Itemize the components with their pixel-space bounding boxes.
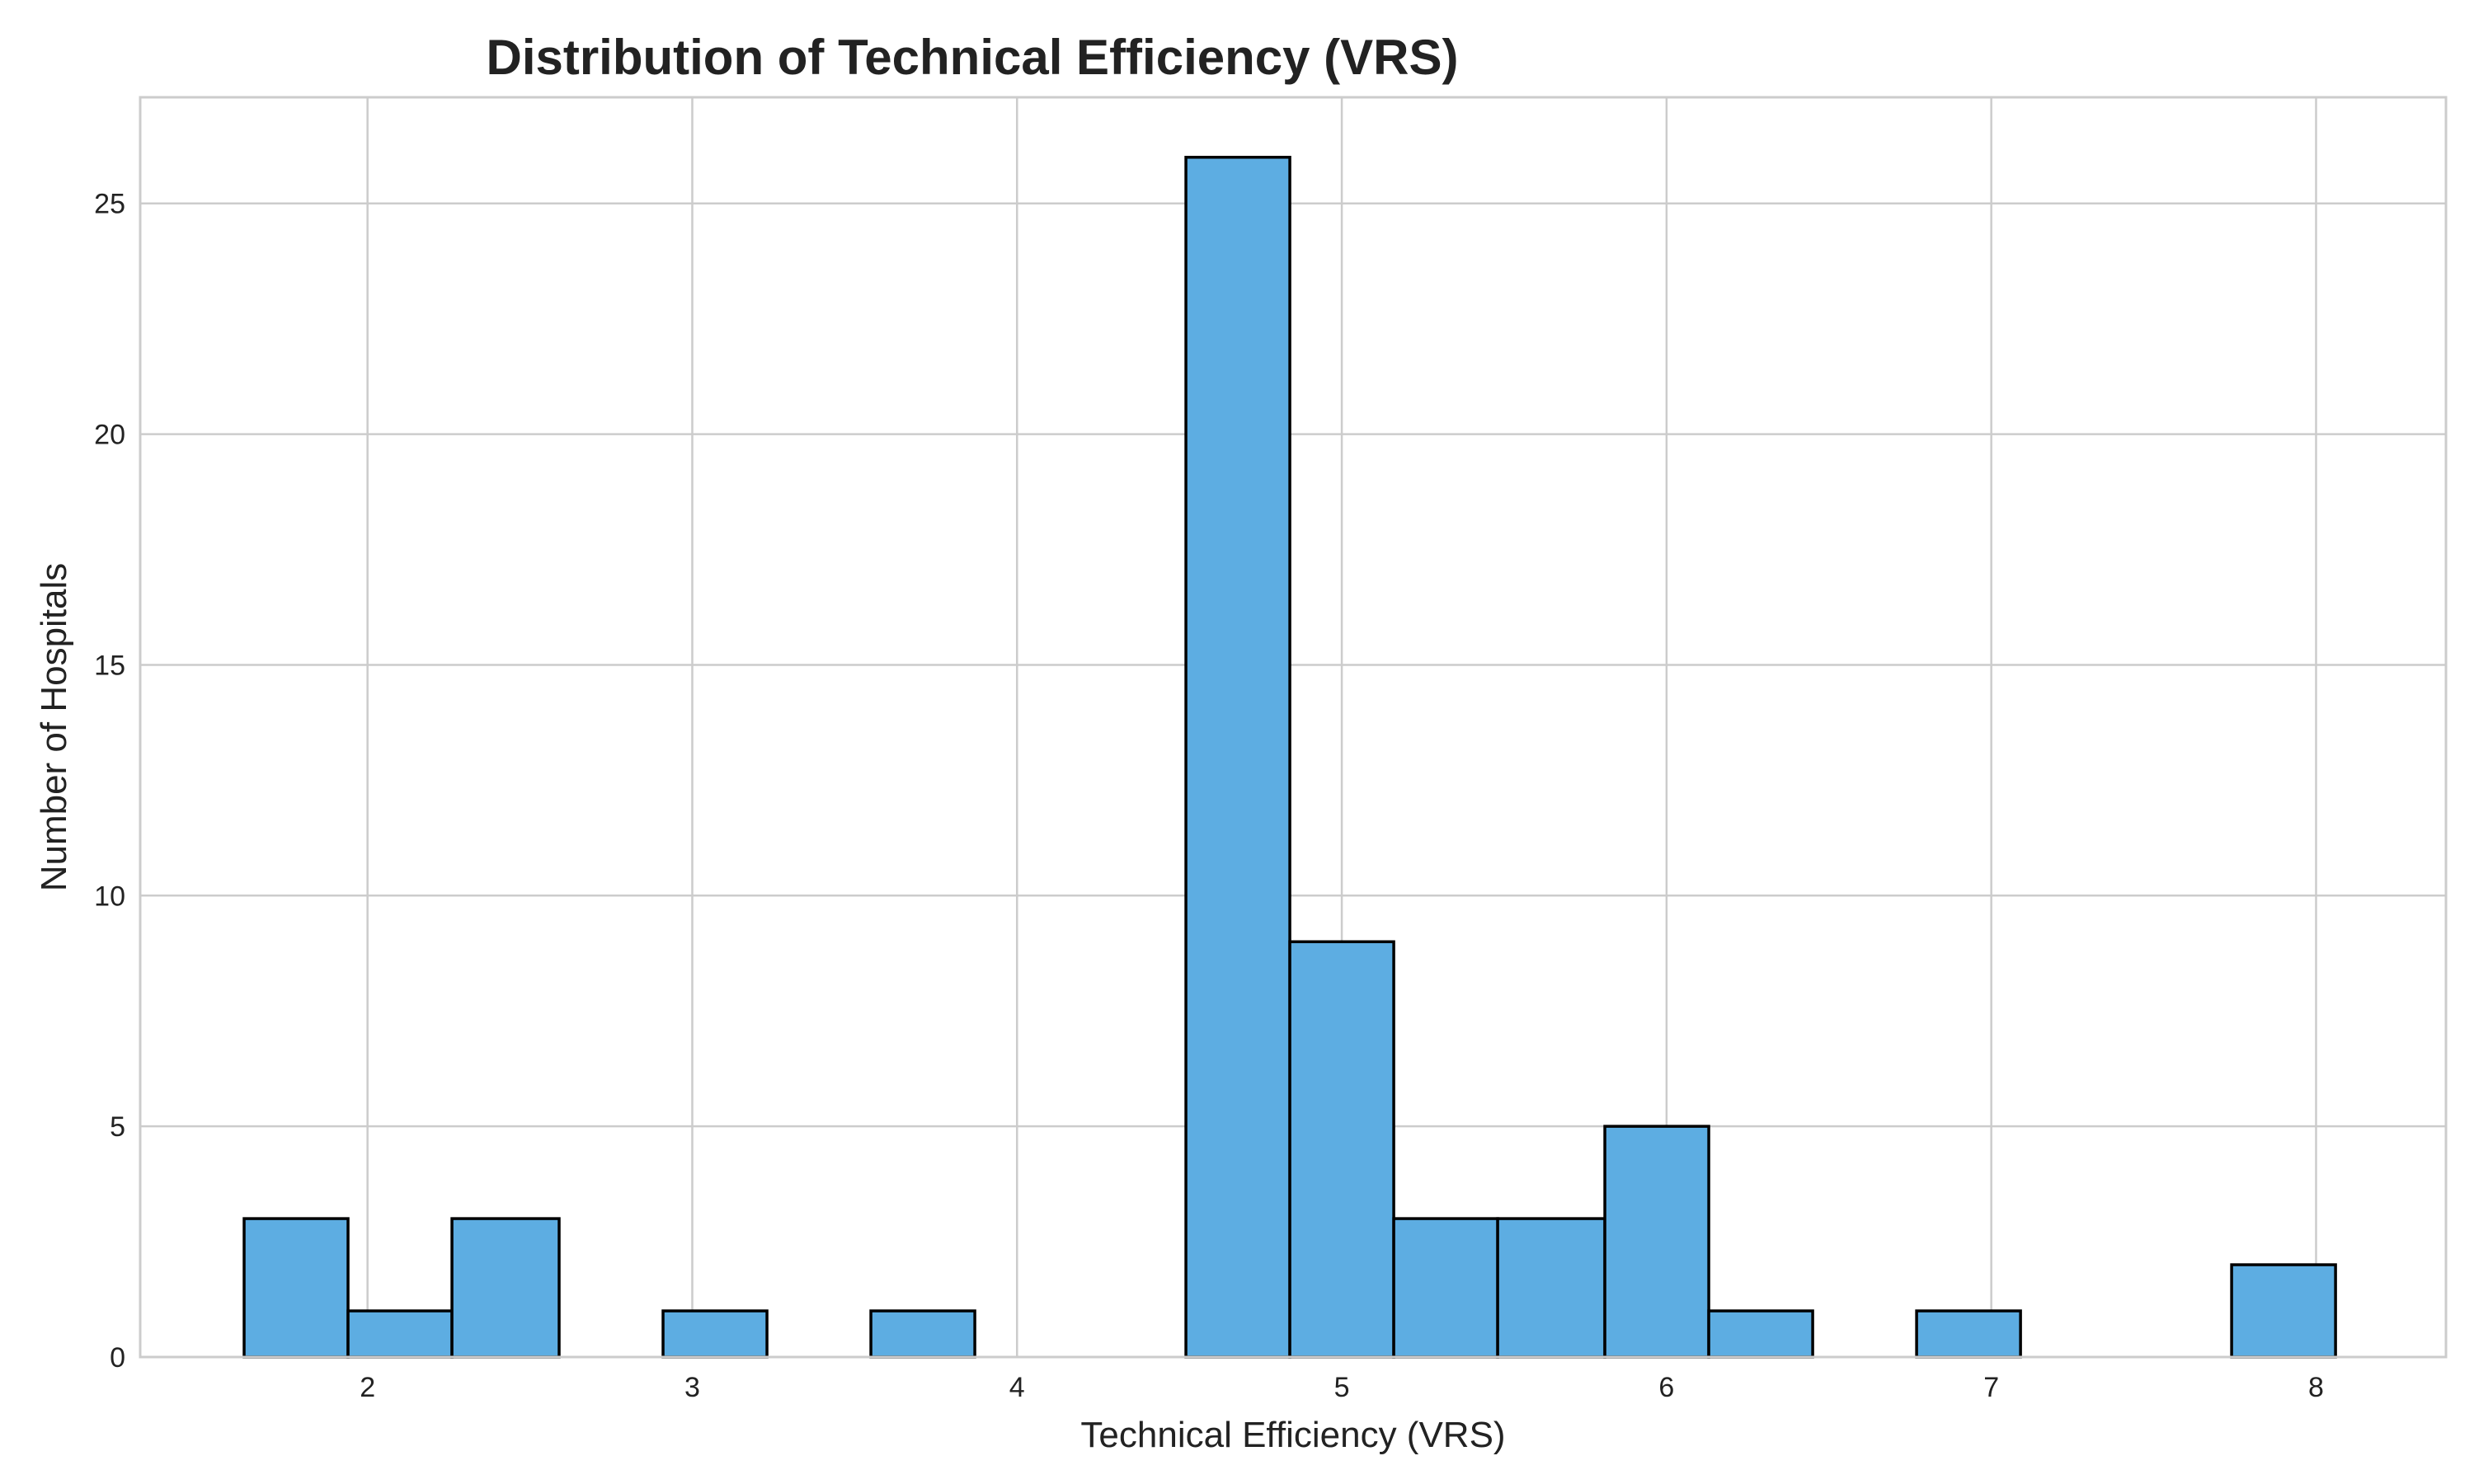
- x-tick-label: 3: [684, 1372, 700, 1403]
- x-tick-label: 4: [1009, 1372, 1025, 1403]
- histogram-bar: [450, 1217, 561, 1359]
- histogram-bar: [242, 1217, 350, 1359]
- histogram-bar: [2230, 1263, 2337, 1359]
- x-tick-label: 6: [1658, 1372, 1674, 1403]
- x-tick-label: 7: [1983, 1372, 1999, 1403]
- y-tick-label: 5: [110, 1111, 125, 1143]
- x-tick-label: 2: [360, 1372, 375, 1403]
- y-tick-label: 15: [94, 650, 125, 681]
- plot-frame: [139, 96, 2448, 1359]
- x-tick-labels: 2 3 4 5 6 7 8: [360, 1372, 2324, 1403]
- y-tick-labels: 0 5 10 15 20 25: [94, 189, 125, 1374]
- y-tick-label: 0: [110, 1342, 125, 1374]
- histogram-bar: [1288, 940, 1395, 1359]
- chart-title: Distribution of Technical Efficiency (VR…: [486, 30, 1458, 85]
- histogram-bar: [1184, 156, 1291, 1359]
- x-tick-label: 5: [1334, 1372, 1350, 1403]
- histogram-bar: [869, 1309, 976, 1359]
- histogram-bar: [1603, 1125, 1710, 1359]
- histogram-bars: [242, 156, 2337, 1359]
- y-axis-label: Number of Hospitals: [34, 563, 74, 892]
- x-tick-label: 8: [2308, 1372, 2324, 1403]
- x-axis-label: Technical Efficiency (VRS): [1080, 1415, 1505, 1455]
- histogram-bar: [1707, 1309, 1814, 1359]
- y-tick-label: 25: [94, 189, 125, 220]
- histogram-bar: [1915, 1309, 2022, 1359]
- histogram-bar: [661, 1309, 769, 1359]
- y-tick-label: 10: [94, 881, 125, 912]
- y-tick-label: 20: [94, 420, 125, 451]
- histogram-bar: [346, 1309, 454, 1359]
- histogram-bar: [1392, 1217, 1499, 1359]
- histogram-bar: [1496, 1217, 1606, 1359]
